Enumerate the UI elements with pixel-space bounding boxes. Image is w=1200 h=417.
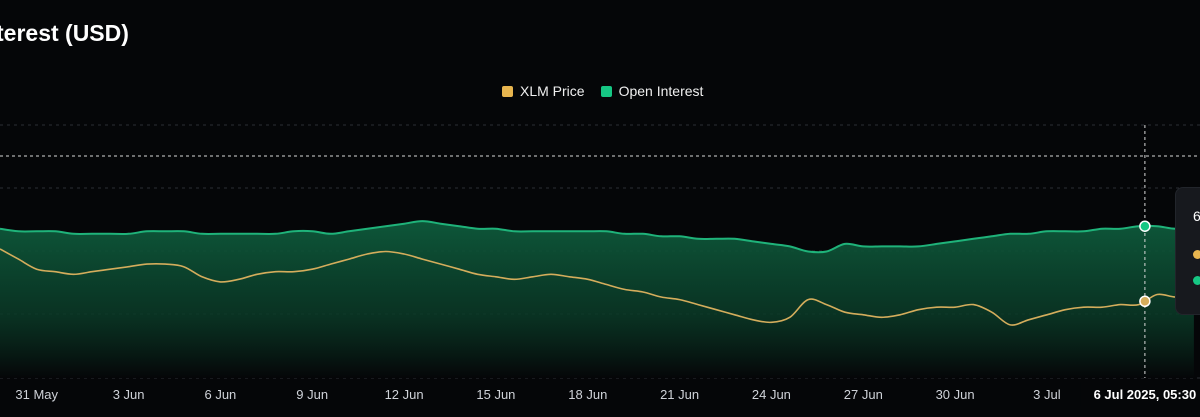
legend-label-xlm-price: XLM Price <box>520 83 585 99</box>
tooltip-price-dot <box>1193 250 1200 259</box>
chart-legend: XLM Price Open Interest <box>502 83 703 99</box>
tooltip-card: 6 <box>1175 187 1200 315</box>
xlm-price-line <box>0 248 1195 326</box>
crosshair-date-label-bg <box>1080 382 1200 406</box>
tooltip-date-text: 6 <box>1193 208 1200 224</box>
legend-swatch-xlm-price <box>502 85 513 97</box>
crosshair-oi-marker <box>1139 220 1151 232</box>
x-tick-label: 3 Jun <box>113 387 145 402</box>
open-interest-area <box>0 221 1194 378</box>
legend-label-open-interest: Open Interest <box>618 83 704 99</box>
tooltip-oi-dot <box>1193 276 1200 285</box>
x-tick-label: 30 Jun <box>936 387 975 402</box>
x-tick-label: 18 Jun <box>568 387 607 402</box>
x-tick-label: 6 Jun <box>204 387 236 402</box>
crosshair-date-label: 6 Jul 2025, 05:30 <box>1094 387 1197 402</box>
open-interest-line <box>0 220 1195 254</box>
legend-item-open-interest[interactable]: Open Interest <box>600 83 704 99</box>
x-tick-label: 12 Jun <box>385 387 424 402</box>
crosshair <box>0 125 1200 378</box>
x-tick-label: 9 Jun <box>296 387 328 402</box>
crosshair-price-marker <box>1139 295 1151 308</box>
chart-title: terest (USD) <box>0 20 129 46</box>
legend-swatch-open-interest <box>600 85 612 97</box>
x-tick-label: 27 Jun <box>844 387 883 402</box>
x-axis: 31 May 3 Jun 6 Jun 9 Jun 12 Jun 15 Jun 18 Jun 2… <box>15 387 1060 402</box>
x-tick-label: 21 Jun <box>660 387 699 402</box>
x-tick-label: 24 Jun <box>752 387 791 402</box>
x-tick-label: 31 May <box>15 387 58 402</box>
legend-item-xlm-price[interactable]: XLM Price <box>502 83 585 99</box>
x-tick-label: 3 Jul <box>1033 387 1061 402</box>
x-tick-label: 15 Jun <box>476 387 515 402</box>
